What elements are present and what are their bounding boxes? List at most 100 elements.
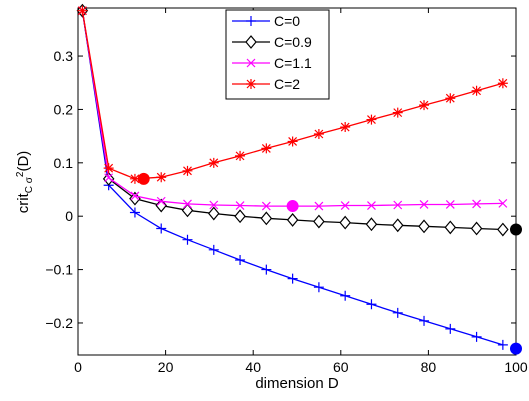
data-point (261, 143, 272, 154)
y-axis-label-tail: (D) (15, 151, 32, 172)
legend-label: C=2 (274, 76, 300, 92)
data-point (182, 165, 193, 176)
data-point (208, 244, 219, 255)
data-point (129, 207, 140, 218)
data-point (261, 264, 272, 275)
data-point (235, 201, 245, 210)
data-point (419, 315, 430, 326)
data-point (235, 150, 246, 161)
legend-label: C=0.9 (274, 34, 312, 50)
data-point (234, 209, 246, 224)
data-point (471, 85, 482, 96)
data-point (208, 157, 219, 168)
data-point (497, 339, 508, 350)
data-point (392, 107, 403, 118)
y-tick-label: −0.1 (45, 262, 73, 278)
y-tick-label: 0.2 (54, 101, 74, 117)
data-point (471, 331, 482, 342)
series-layer (76, 3, 509, 350)
legend-marker (245, 35, 257, 49)
data-point (340, 201, 350, 210)
data-point (77, 5, 88, 16)
data-point (365, 217, 378, 232)
data-point (183, 199, 192, 209)
data-point (235, 254, 246, 265)
data-point (472, 199, 482, 209)
data-point (156, 223, 167, 234)
data-point (470, 221, 483, 236)
svg-text:critC σ2(D): critC σ2(D) (15, 151, 35, 214)
data-point (260, 211, 273, 226)
data-point (419, 100, 430, 111)
data-point (129, 173, 140, 184)
data-point (313, 128, 324, 139)
x-tick-label: 40 (245, 359, 261, 375)
data-point (156, 196, 166, 206)
legend-label: C=1.1 (274, 55, 312, 71)
data-point (340, 290, 351, 301)
data-point (366, 299, 377, 310)
data-point (103, 163, 114, 174)
data-point (156, 172, 167, 183)
data-point (339, 215, 351, 230)
optimum-point-C=0 (510, 342, 522, 355)
legend-marker (246, 79, 256, 89)
data-point (261, 201, 271, 211)
data-point (497, 222, 509, 237)
data-point (130, 191, 140, 201)
data-point (445, 93, 456, 104)
data-point (313, 214, 325, 229)
data-point (181, 203, 194, 218)
data-point (286, 212, 299, 227)
data-point (287, 273, 298, 284)
legend-marker (246, 58, 256, 68)
data-point (182, 234, 193, 245)
legend-label: C=0 (274, 13, 300, 29)
y-axis-label-sub: C σ (24, 176, 35, 193)
x-tick-label: 80 (421, 359, 437, 375)
data-point (497, 78, 508, 89)
optimum-point-C=0.9 (510, 223, 522, 236)
data-point (209, 200, 219, 210)
x-tick-label: 20 (158, 359, 174, 375)
data-point (366, 114, 377, 125)
y-tick-label: 0 (65, 208, 73, 224)
data-point (418, 219, 430, 234)
axis-ticks: 0 20 40 60 80 100 −0.2 −0.1 0 0.1 0.2 0.3 (45, 8, 528, 375)
data-point (155, 198, 168, 213)
data-point (207, 206, 220, 221)
x-tick-label: 100 (504, 359, 528, 375)
data-point (419, 200, 429, 209)
data-point (314, 201, 324, 211)
optimum-point-C=2 (137, 172, 150, 185)
data-point (392, 307, 403, 318)
legend-box (225, 9, 330, 100)
data-point (313, 282, 324, 293)
y-axis-label-sup: 2 (15, 171, 26, 177)
series-C=2 (77, 5, 508, 184)
optimum-point-C=1.1 (286, 200, 299, 213)
data-point (287, 136, 298, 147)
x-tick-label: 0 (74, 359, 82, 375)
data-point (393, 200, 403, 210)
data-point (391, 218, 404, 233)
optimum-markers (137, 172, 522, 355)
data-point (498, 198, 508, 208)
legend: C=0 C=0.9 C=1.1 C=2 (225, 9, 330, 100)
data-point (445, 200, 455, 209)
data-point (367, 201, 376, 210)
y-tick-label: 0.1 (54, 155, 74, 171)
y-axis-label: critC σ2(D) (15, 151, 35, 214)
legend-marker (246, 16, 256, 26)
x-axis-label: dimension D (255, 375, 339, 392)
y-tick-label: −0.2 (45, 315, 73, 331)
data-point (340, 122, 351, 133)
data-point (445, 323, 456, 334)
x-tick-label: 60 (333, 359, 349, 375)
data-point (104, 173, 114, 183)
y-tick-label: 0.3 (54, 48, 74, 64)
y-axis-label-main: crit (15, 192, 32, 213)
data-point (444, 220, 457, 235)
